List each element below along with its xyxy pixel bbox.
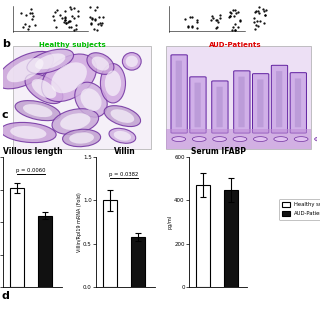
Ellipse shape xyxy=(32,79,56,98)
Circle shape xyxy=(294,137,308,141)
Ellipse shape xyxy=(52,109,99,134)
Circle shape xyxy=(192,137,206,141)
Ellipse shape xyxy=(25,74,63,104)
Text: Healthy subjects: Healthy subjects xyxy=(39,42,106,48)
FancyBboxPatch shape xyxy=(190,77,206,133)
Circle shape xyxy=(213,137,227,141)
Ellipse shape xyxy=(60,113,91,130)
Bar xyxy=(131,237,145,287)
FancyBboxPatch shape xyxy=(238,76,245,127)
Bar xyxy=(103,200,117,287)
Bar xyxy=(10,188,24,287)
Text: AUD-Patients: AUD-Patients xyxy=(209,42,261,48)
Bar xyxy=(166,46,310,149)
Ellipse shape xyxy=(35,53,65,69)
Ellipse shape xyxy=(0,52,53,89)
Ellipse shape xyxy=(105,70,121,96)
FancyBboxPatch shape xyxy=(252,74,269,133)
Y-axis label: pg/ml: pg/ml xyxy=(168,215,173,229)
Title: Villin: Villin xyxy=(115,147,136,156)
Bar xyxy=(224,189,238,287)
Legend: Healthy subjects, AUD-Patients: Healthy subjects, AUD-Patients xyxy=(279,199,320,220)
Text: p = 0.0382: p = 0.0382 xyxy=(109,172,139,177)
Ellipse shape xyxy=(80,88,101,111)
Bar xyxy=(196,185,210,287)
FancyBboxPatch shape xyxy=(290,73,307,133)
Ellipse shape xyxy=(10,126,46,139)
Ellipse shape xyxy=(15,100,60,121)
Circle shape xyxy=(315,137,320,141)
Ellipse shape xyxy=(109,128,136,143)
Circle shape xyxy=(233,137,247,141)
FancyBboxPatch shape xyxy=(212,81,228,133)
FancyBboxPatch shape xyxy=(276,71,282,127)
Title: Villous length: Villous length xyxy=(3,147,62,156)
Ellipse shape xyxy=(0,123,56,143)
Circle shape xyxy=(172,137,186,141)
FancyBboxPatch shape xyxy=(234,71,250,133)
Ellipse shape xyxy=(51,62,87,93)
Text: d: d xyxy=(2,291,10,301)
Ellipse shape xyxy=(126,56,138,67)
Ellipse shape xyxy=(23,104,52,117)
FancyBboxPatch shape xyxy=(257,79,263,127)
Ellipse shape xyxy=(100,64,125,103)
Text: b: b xyxy=(2,39,10,50)
FancyBboxPatch shape xyxy=(295,78,301,127)
Text: p = 0.0060: p = 0.0060 xyxy=(16,168,46,173)
Title: Serum IFABP: Serum IFABP xyxy=(191,147,246,156)
Ellipse shape xyxy=(75,82,107,117)
FancyBboxPatch shape xyxy=(176,60,182,127)
Ellipse shape xyxy=(63,129,100,147)
Bar xyxy=(12,46,151,149)
FancyBboxPatch shape xyxy=(271,65,288,133)
Ellipse shape xyxy=(42,54,97,101)
Circle shape xyxy=(253,137,267,141)
Ellipse shape xyxy=(27,49,74,74)
Ellipse shape xyxy=(87,53,114,74)
Ellipse shape xyxy=(92,57,109,71)
Ellipse shape xyxy=(122,52,141,70)
FancyBboxPatch shape xyxy=(195,83,201,127)
Bar xyxy=(166,129,310,149)
Ellipse shape xyxy=(114,131,131,141)
Y-axis label: Villin/Rpl19 mRNA (Fold): Villin/Rpl19 mRNA (Fold) xyxy=(77,192,82,252)
Bar xyxy=(38,216,52,287)
FancyBboxPatch shape xyxy=(216,87,223,127)
Ellipse shape xyxy=(69,132,94,144)
Ellipse shape xyxy=(110,109,134,123)
FancyBboxPatch shape xyxy=(171,55,187,133)
Ellipse shape xyxy=(7,58,44,82)
Ellipse shape xyxy=(104,106,140,126)
Circle shape xyxy=(274,137,288,141)
Text: c: c xyxy=(2,110,8,120)
